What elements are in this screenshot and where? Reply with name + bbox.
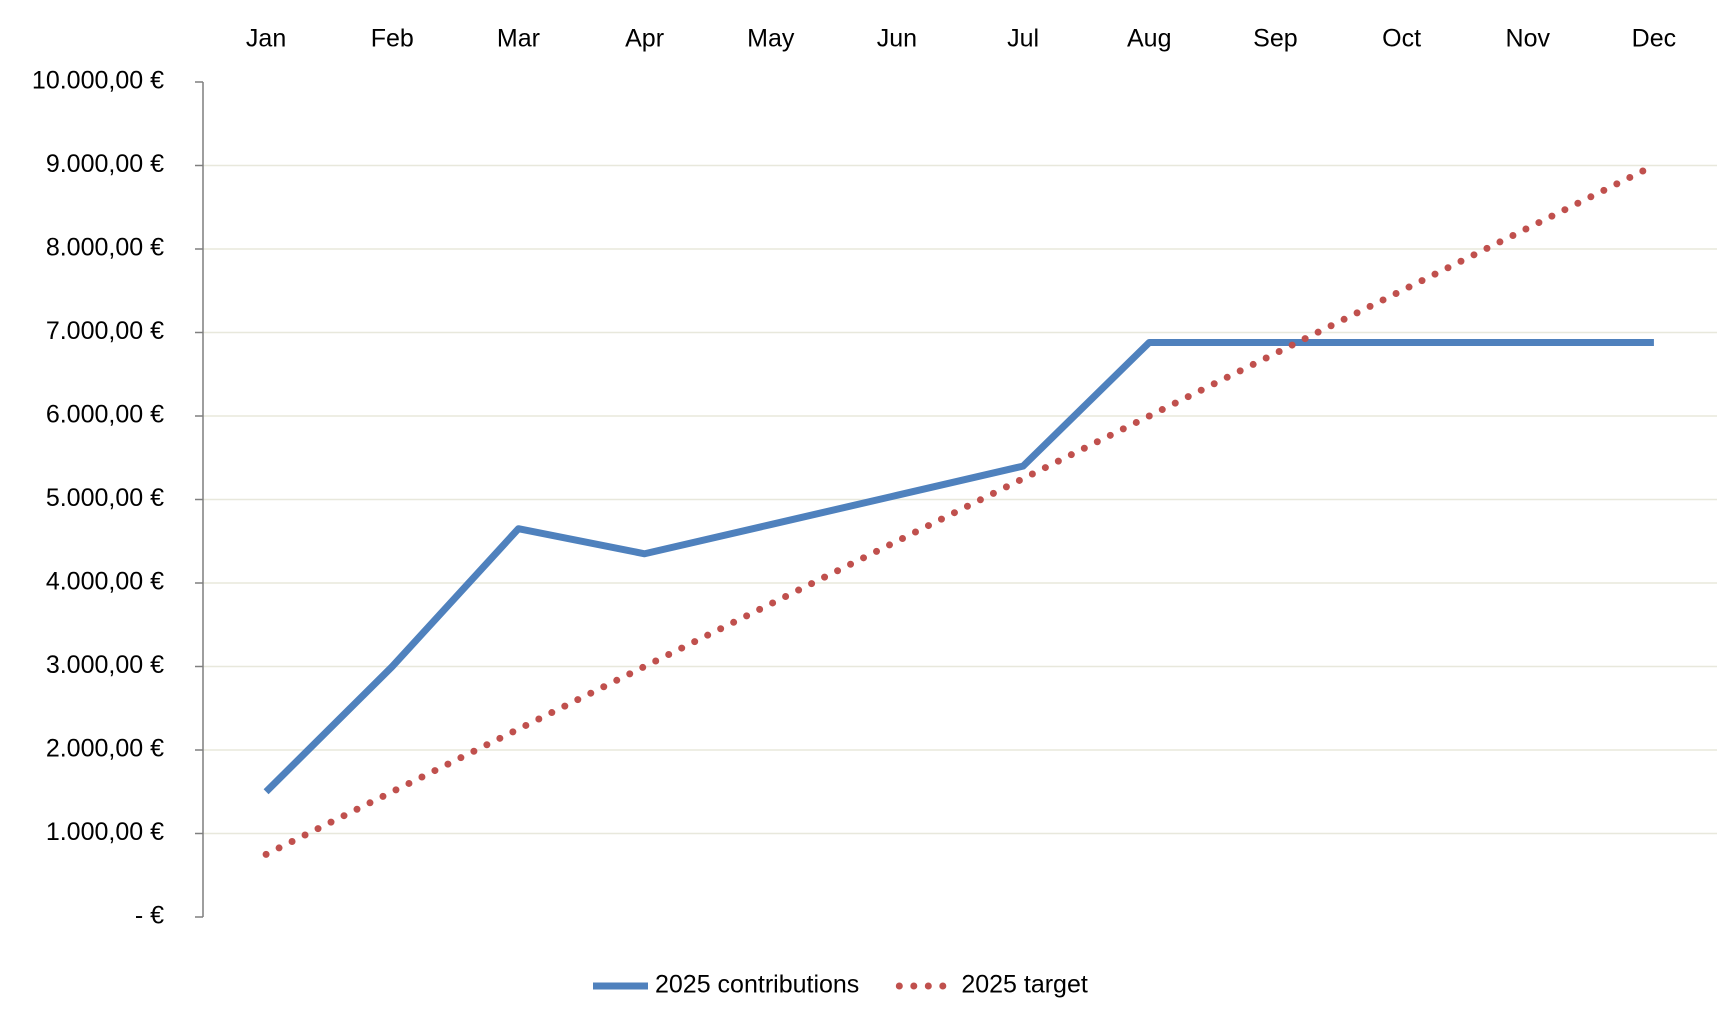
- x-tick-label: May: [747, 25, 795, 53]
- x-tick-label: Apr: [625, 25, 664, 53]
- y-tick-label: 8.000,00 €: [46, 234, 164, 262]
- x-tick-label: Jun: [877, 25, 917, 53]
- y-tick-label: 1.000,00 €: [46, 818, 164, 846]
- x-tick-label: Jul: [1007, 25, 1039, 53]
- y-tick-label: 3.000,00 €: [46, 651, 164, 679]
- x-tick-label: Dec: [1632, 25, 1676, 53]
- legend-label: 2025 target: [961, 971, 1088, 999]
- y-tick-label: 4.000,00 €: [46, 568, 164, 596]
- y-tick-label: 7.000,00 €: [46, 317, 164, 345]
- x-tick-label: Jan: [246, 25, 286, 53]
- y-tick-label: - €: [135, 902, 164, 930]
- y-tick-label: 9.000,00 €: [46, 150, 164, 178]
- series-line: [263, 339, 1654, 795]
- legend-label: 2025 contributions: [655, 971, 859, 999]
- y-tick-label: 2.000,00 €: [46, 735, 164, 763]
- y-tick-label: 10.000,00 €: [32, 67, 164, 95]
- x-tick-label: Sep: [1253, 25, 1297, 53]
- x-tick-label: Aug: [1127, 25, 1171, 53]
- series-line: [262, 162, 1658, 858]
- x-tick-label: Oct: [1382, 25, 1421, 53]
- x-tick-label: Feb: [371, 25, 414, 53]
- y-tick-label: 6.000,00 €: [46, 401, 164, 429]
- x-tick-label: Mar: [497, 25, 540, 53]
- x-tick-label: Nov: [1506, 25, 1551, 53]
- y-tick-label: 5.000,00 €: [46, 484, 164, 512]
